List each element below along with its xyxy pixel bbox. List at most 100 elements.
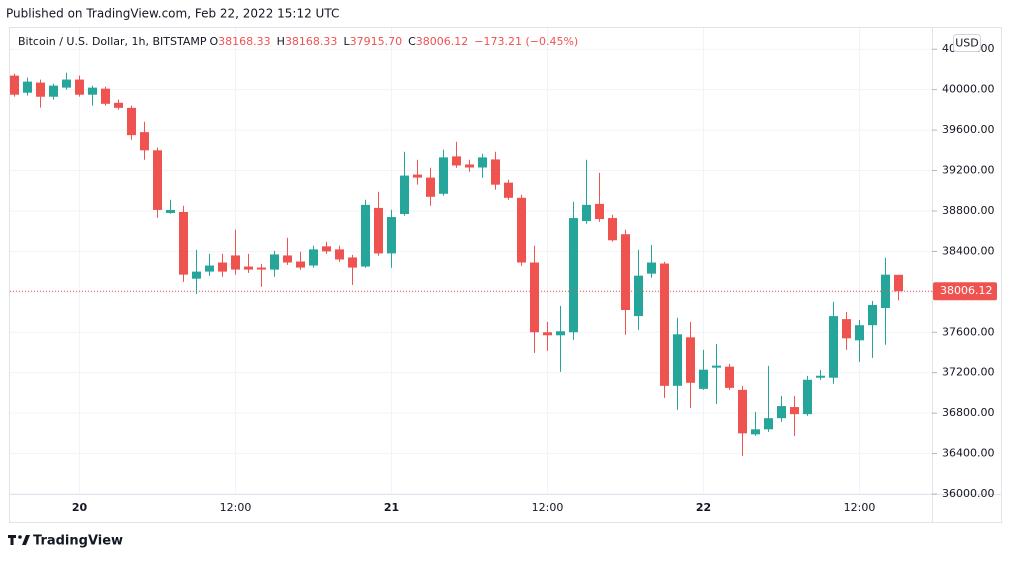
y-tick-label: 38800.00 (942, 204, 995, 217)
candle-body (699, 369, 708, 389)
candle-body (101, 88, 110, 104)
candle-body (582, 204, 591, 222)
y-tick-label: 37200.00 (942, 366, 995, 379)
stat-label: C (408, 35, 416, 48)
candle-body (75, 79, 84, 95)
candle-body (348, 257, 357, 268)
candle-body (738, 389, 747, 434)
candle-body (179, 211, 188, 275)
candle-body (478, 157, 487, 168)
y-tick-label: 40000.00 (942, 83, 995, 96)
x-tick-label: 20 (72, 501, 88, 514)
candle-body (829, 316, 838, 378)
candle-body (153, 150, 162, 210)
candle-body (530, 262, 539, 333)
stat-value: 38006.12 (416, 35, 469, 48)
currency-label: USD (955, 37, 979, 50)
candle-body (465, 164, 474, 168)
candle-body (283, 255, 292, 263)
price-label-box (933, 282, 997, 301)
candle-body (23, 81, 32, 93)
candle-body (88, 87, 97, 95)
symbol: Bitcoin / U.S. Dollar, 1h, BITSTAMP (18, 35, 207, 48)
candle-body (816, 375, 825, 378)
candle-body (127, 107, 136, 136)
candle-body (504, 182, 513, 198)
brand-name: TradingView (33, 534, 123, 549)
y-tick-label: 38400.00 (942, 244, 995, 257)
y-tick-label: 37600.00 (942, 325, 995, 338)
stat-value: 38168.33 (285, 35, 338, 48)
currency-button[interactable] (953, 34, 981, 52)
candle-body (517, 197, 526, 263)
candle-body (634, 275, 643, 317)
candle-body (764, 418, 773, 430)
candle-body (62, 79, 71, 88)
candle-body (387, 217, 396, 254)
stat-label: O (209, 35, 218, 48)
x-tick-label: 12:00 (220, 501, 252, 514)
candle-body (36, 82, 45, 97)
x-tick-label: 21 (384, 501, 399, 514)
candle-body (257, 267, 266, 270)
y-tick-label: 36000.00 (942, 487, 995, 500)
stat-label: L (343, 35, 350, 48)
grid (10, 28, 932, 495)
candles (10, 72, 932, 456)
candle-body (491, 159, 500, 185)
candle-body (140, 132, 149, 151)
published-note: Published on TradingView.com, Feb 22, 20… (6, 7, 339, 21)
candle-body (335, 249, 344, 260)
candle-body (426, 177, 435, 197)
candle-body (725, 366, 734, 388)
y-tick-label: 39200.00 (942, 164, 995, 177)
candle-body (712, 365, 721, 368)
candle-body (452, 156, 461, 166)
candle-body (400, 175, 409, 214)
candle-body (868, 304, 877, 326)
candle-body (49, 85, 58, 97)
candle-body (569, 218, 578, 333)
chart-header: Bitcoin / U.S. Dollar, 1h, BITSTAMP O3816… (18, 35, 578, 48)
candle-body (114, 102, 123, 108)
candle-body (595, 203, 604, 220)
candle-body (322, 246, 331, 252)
candle-body (673, 334, 682, 386)
candle-body (543, 332, 552, 336)
stat-value: 38168.33 (218, 35, 271, 48)
candle-body (556, 331, 565, 336)
x-tick-label: 12:00 (532, 501, 564, 514)
price-label: 38006.12 (940, 284, 993, 297)
stat-label: H (277, 35, 285, 48)
candle-body (218, 262, 227, 272)
candle-body (205, 265, 214, 272)
y-tick-label: 36400.00 (942, 447, 995, 460)
candle-body (309, 249, 318, 266)
candle-body (803, 379, 812, 415)
candle-body (894, 274, 903, 292)
candle-body (790, 407, 799, 415)
y-tick-label: 36800.00 (942, 406, 995, 419)
candle-body (231, 255, 240, 270)
candle-body (192, 271, 201, 279)
candle-body (270, 254, 279, 270)
stat-value: 37915.70 (350, 35, 403, 48)
candle-body (751, 429, 760, 435)
candle-body (166, 209, 175, 213)
x-tick-label: 12:00 (844, 501, 876, 514)
candle-body (413, 174, 422, 178)
candle-body (686, 337, 695, 383)
candle-body (10, 75, 19, 95)
candle-body (647, 262, 656, 274)
y-tick-label: 39600.00 (942, 123, 995, 136)
candle-body (296, 261, 305, 268)
candle-body (374, 207, 383, 254)
candle-body (855, 325, 864, 341)
candle-body (881, 274, 890, 309)
chart-frame (9, 27, 1002, 523)
candle-body (244, 266, 253, 270)
candle-body (777, 406, 786, 419)
candle-body (842, 319, 851, 339)
